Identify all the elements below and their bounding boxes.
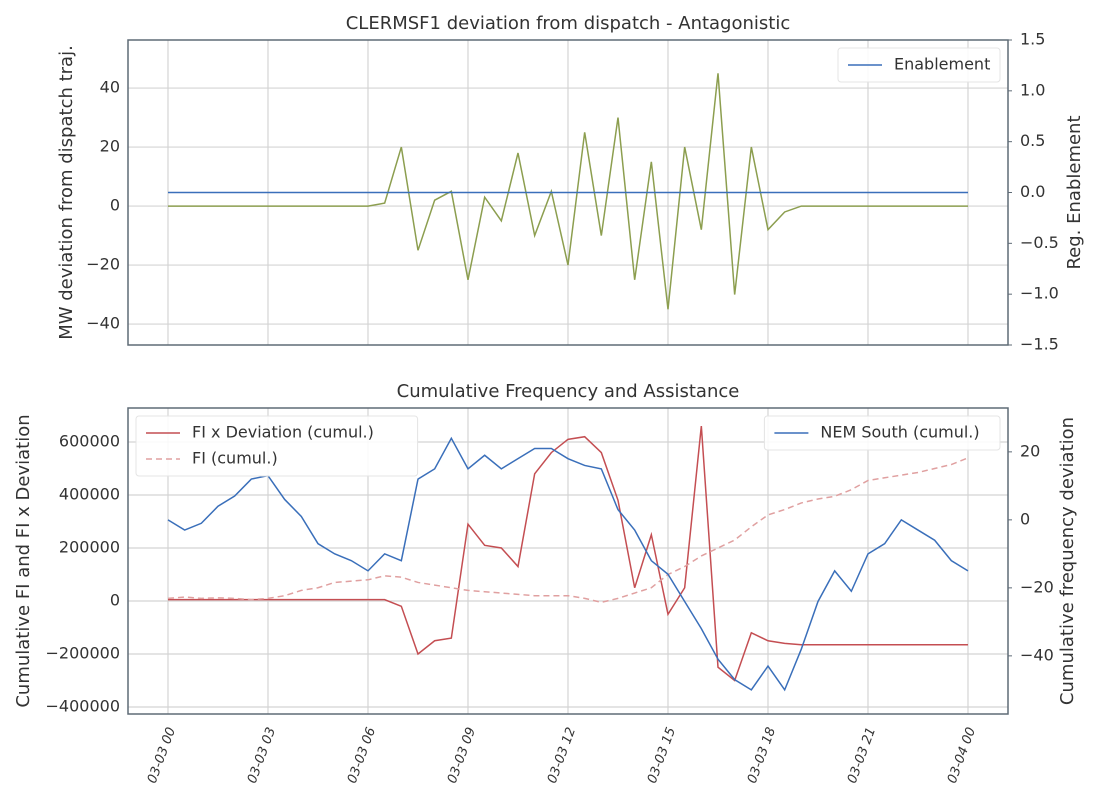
x-tick-label: 03-03 15 (645, 725, 679, 785)
y2-tick-label: 1.0 (1020, 80, 1045, 99)
y2-tick-label: −40 (1020, 645, 1054, 664)
y-tick-label: 600000 (59, 432, 120, 451)
plot-frame (127, 407, 1009, 715)
y2-tick-label: 0 (1020, 509, 1030, 528)
y-tick-label: 200000 (59, 538, 120, 557)
y-tick-label: 400000 (59, 485, 120, 504)
chart-title: CLERMSF1 deviation from dispatch - Antag… (346, 13, 791, 34)
x-tick-label: 03-03 03 (245, 725, 279, 785)
y-tick-label: 0 (110, 196, 120, 215)
y-tick-label: −20 (86, 255, 120, 274)
legend-label: FI x Deviation (cumul.) (192, 423, 374, 442)
x-tick-label: 03-03 18 (745, 725, 779, 785)
y2-tick-label: −20 (1020, 577, 1054, 596)
y2-axis-label: Reg. Enablement (1064, 115, 1085, 269)
plot-frame (127, 39, 1009, 346)
legend-box (763, 415, 1001, 451)
x-tick-label: 03-04 00 (945, 725, 979, 785)
x-tick-label: 03-03 12 (545, 725, 579, 785)
legend-box (837, 47, 1001, 83)
legend-box (135, 415, 419, 477)
y-tick-label: 0 (110, 591, 120, 610)
line-series (167, 457, 969, 604)
line-series (168, 426, 968, 682)
chart-title: Cumulative Frequency and Assistance (397, 381, 740, 402)
line-series (168, 73, 968, 310)
y2-tick-label: −0.5 (1020, 233, 1059, 252)
x-tick-label: 03-03 00 (145, 725, 179, 785)
y2-tick-label: 0.0 (1020, 182, 1045, 201)
y-tick-label: −200000 (46, 644, 120, 663)
y2-tick-label: 0.5 (1020, 131, 1045, 150)
legend-label: NEM South (cumul.) (820, 423, 979, 442)
legend-label: FI (cumul.) (192, 449, 278, 468)
y2-tick-label: −1.5 (1020, 335, 1059, 354)
x-tick-label: 03-03 09 (445, 725, 479, 785)
line-series (167, 436, 969, 692)
y2-tick-label: 1.5 (1020, 30, 1045, 49)
y-tick-label: −400000 (46, 697, 120, 716)
x-tick-label: 03-03 21 (845, 725, 879, 785)
y-tick-label: 40 (100, 78, 120, 97)
y2-tick-label: 20 (1020, 441, 1040, 460)
y2-tick-label: −1.0 (1020, 284, 1059, 303)
y-axis-label: MW deviation from dispatch traj. (56, 45, 77, 340)
y-tick-label: 20 (100, 137, 120, 156)
y2-axis-label: Cumulative frequency deviation (1057, 417, 1078, 705)
x-tick-label: 03-03 06 (345, 725, 379, 785)
y-tick-label: −40 (86, 314, 120, 333)
y-axis-label: Cumulative FI and FI x Deviation (13, 414, 34, 707)
legend-label: Enablement (894, 55, 990, 74)
